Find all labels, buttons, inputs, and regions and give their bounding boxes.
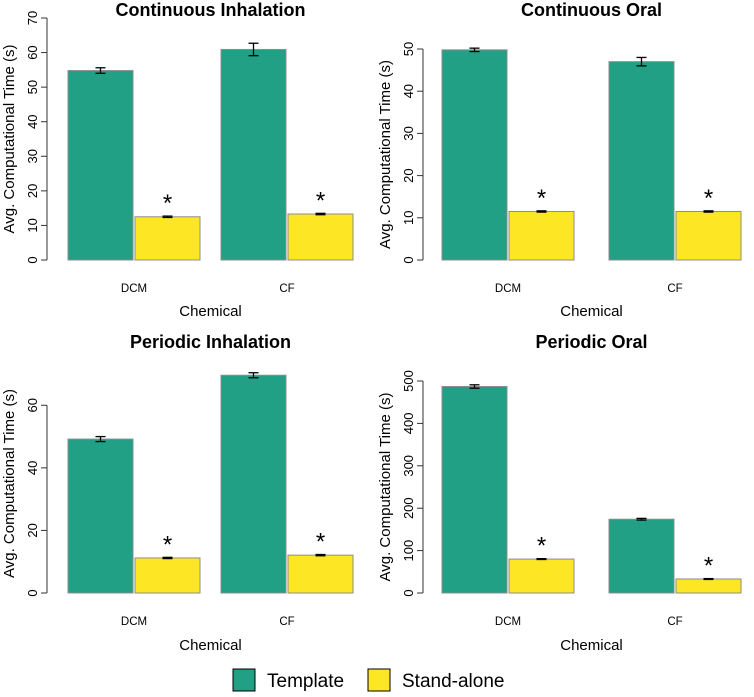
- error-bar: [162, 556, 173, 560]
- y-tick-label: 50: [25, 80, 40, 94]
- bar-template-cf: [608, 61, 675, 261]
- y-tick-label: 300: [401, 455, 416, 477]
- panel-continuous-oral: Continuous Oral 0 10 20 30 40 50 Avg. Computati…: [377, 0, 742, 320]
- legend-swatch-template: [232, 668, 256, 692]
- panel-continuous-inhalation: Continuous Inhalation 0 10 20 30 40 50 60 70 Avg.…: [1, 0, 354, 320]
- y-tick-label: 10: [401, 211, 416, 225]
- significance-star: *: [537, 533, 546, 560]
- bar-stand-alone-cf: [287, 213, 354, 261]
- y-tick-label: 500: [401, 370, 416, 392]
- y-tick-label: 50: [401, 42, 416, 56]
- error-bar: [248, 42, 259, 57]
- category-label: DCM: [495, 616, 521, 628]
- error-bar: [95, 435, 106, 443]
- bar-template-dcm: [67, 70, 134, 261]
- error-bar: [315, 553, 326, 557]
- legend-swatch-stand-alone: [367, 668, 391, 692]
- panel-periodic-oral: Periodic Oral 0 100 200 300 400 500 Avg. Comput…: [377, 332, 742, 654]
- significance-star: *: [163, 190, 172, 217]
- significance-star: *: [316, 187, 325, 214]
- y-tick-label: 0: [25, 256, 40, 263]
- y-tick-label: 10: [25, 218, 40, 232]
- y-tick-label: 200: [401, 497, 416, 519]
- bar-stand-alone-dcm: [508, 558, 575, 594]
- x-axis-title: Chemical: [560, 637, 623, 654]
- error-bar: [536, 558, 547, 561]
- significance-star: *: [704, 185, 713, 212]
- y-tick-label: 30: [25, 149, 40, 163]
- y-tick-label: 400: [401, 413, 416, 435]
- significance-star: *: [704, 553, 713, 580]
- panel-title: Periodic Oral: [535, 332, 647, 352]
- y-tick-label: 20: [401, 168, 416, 182]
- error-bar: [95, 67, 106, 74]
- error-bar: [703, 210, 714, 213]
- y-axis-title: Avg. Computational Time (s): [1, 389, 18, 578]
- bar-template-cf: [608, 518, 675, 594]
- bar-stand-alone-cf: [287, 554, 354, 594]
- y-tick-label: 20: [25, 523, 40, 537]
- legend-label: Template: [267, 671, 344, 692]
- significance-star: *: [316, 529, 325, 556]
- legend: Template Stand-alone: [232, 668, 504, 692]
- category-label: CF: [667, 616, 682, 628]
- panel-title: Continuous Inhalation: [116, 0, 306, 20]
- bar-stand-alone-dcm: [134, 216, 201, 261]
- bar-template-dcm: [67, 438, 134, 594]
- y-axis-title: Avg. Computational Time (s): [377, 60, 394, 249]
- x-axis-title: Chemical: [179, 303, 242, 320]
- legend-label: Stand-alone: [402, 671, 504, 692]
- significance-star: *: [537, 185, 546, 212]
- category-label: CF: [667, 283, 682, 295]
- bar-template-cf: [220, 374, 287, 594]
- y-tick-label: 0: [25, 589, 40, 596]
- category-label: DCM: [121, 283, 147, 295]
- category-label: DCM: [495, 283, 521, 295]
- error-bar: [636, 517, 647, 521]
- bar-template-cf: [220, 48, 287, 261]
- y-tick-label: 40: [25, 114, 40, 128]
- y-tick-label: 60: [25, 45, 40, 59]
- bar-template-dcm: [441, 386, 508, 594]
- error-bar: [703, 577, 714, 581]
- panel-title: Periodic Inhalation: [130, 332, 291, 352]
- category-label: DCM: [121, 616, 147, 628]
- bar-template-dcm: [441, 49, 508, 261]
- y-tick-label: 0: [401, 256, 416, 263]
- bar-stand-alone-dcm: [134, 557, 201, 594]
- significance-star: *: [163, 531, 172, 558]
- category-label: CF: [279, 616, 294, 628]
- bar-stand-alone-cf: [675, 210, 742, 261]
- y-tick-label: 40: [401, 84, 416, 98]
- error-bar: [469, 384, 480, 389]
- panel-periodic-inhalation: Periodic Inhalation 0 20 40 60 Avg. Computati…: [1, 332, 354, 654]
- y-tick-label: 30: [401, 126, 416, 140]
- x-axis-title: Chemical: [560, 303, 623, 320]
- y-tick-label: 70: [25, 11, 40, 25]
- error-bar: [162, 215, 173, 219]
- y-axis-title: Avg. Computational Time (s): [1, 45, 18, 234]
- y-tick-label: 60: [25, 398, 40, 412]
- y-tick-label: 0: [401, 589, 416, 596]
- y-tick-label: 40: [25, 461, 40, 475]
- y-tick-label: 100: [401, 540, 416, 562]
- category-label: CF: [279, 283, 294, 295]
- y-axis-title: Avg. Computational Time (s): [377, 393, 394, 582]
- bar-stand-alone-dcm: [508, 210, 575, 261]
- error-bar: [636, 56, 647, 67]
- x-axis-title: Chemical: [179, 637, 242, 654]
- panel-title: Continuous Oral: [521, 0, 662, 20]
- error-bar: [469, 47, 480, 53]
- error-bar: [536, 210, 547, 213]
- bar-stand-alone-cf: [675, 578, 742, 594]
- y-tick-label: 20: [25, 184, 40, 198]
- error-bar: [248, 372, 259, 379]
- error-bar: [315, 212, 326, 216]
